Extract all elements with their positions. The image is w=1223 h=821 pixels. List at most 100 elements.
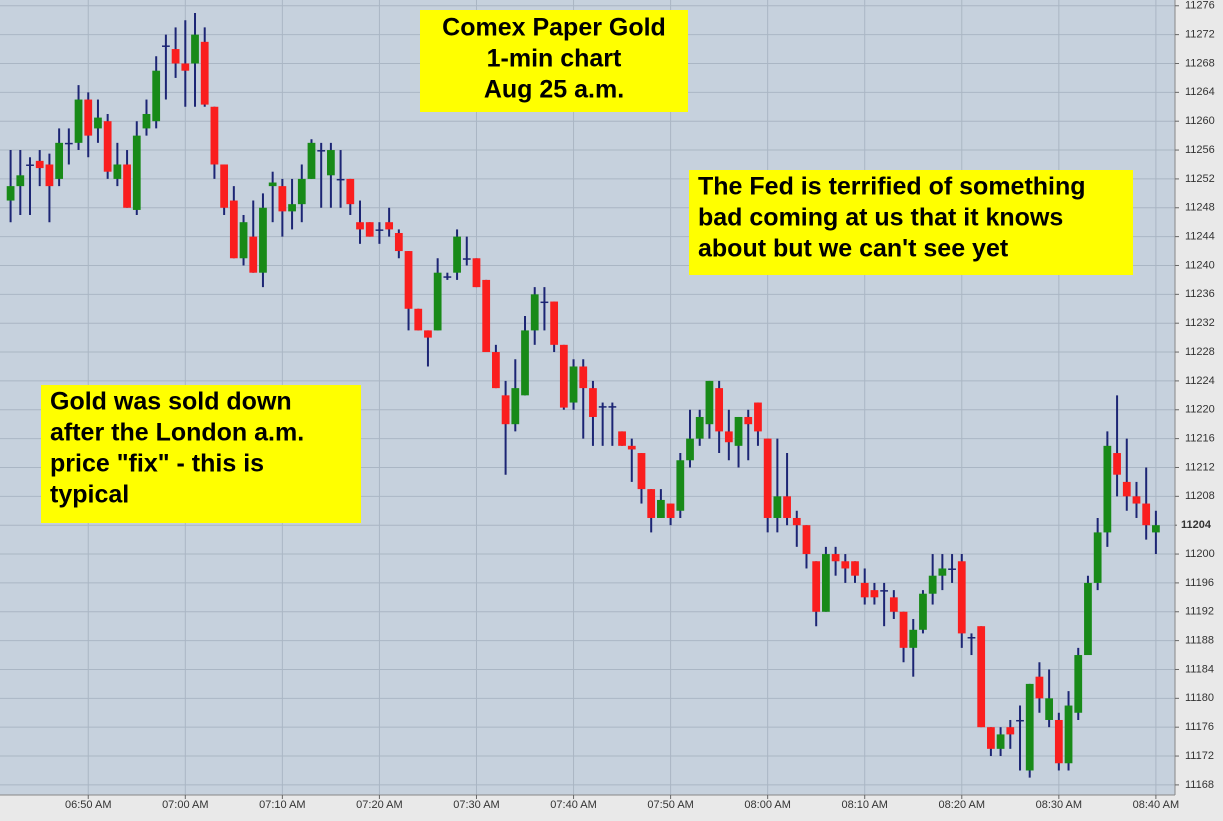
- candle-body: [559, 344, 568, 408]
- last-price-label: 11204: [1181, 519, 1212, 531]
- candle-body: [1122, 481, 1131, 497]
- candle-body: [433, 272, 442, 331]
- x-tick-label: 08:00 AM: [744, 799, 790, 811]
- candle-body: [1103, 445, 1112, 533]
- candle-body: [123, 164, 131, 208]
- y-tick-label: 11272: [1185, 29, 1215, 41]
- y-tick-label: 11256: [1185, 144, 1215, 156]
- candle-body: [909, 629, 918, 648]
- candle-body: [1132, 496, 1141, 504]
- candle-body: [957, 561, 966, 634]
- candle-body: [880, 590, 889, 592]
- candle-body: [647, 489, 656, 518]
- candle-body: [229, 200, 238, 259]
- candle-body: [142, 113, 151, 129]
- candle-body: [899, 611, 908, 648]
- candle-body: [394, 233, 403, 252]
- candle-body: [637, 453, 646, 490]
- y-tick-label: 11260: [1185, 115, 1215, 127]
- candle-body: [424, 330, 432, 338]
- y-tick-label: 11208: [1185, 490, 1215, 502]
- candle-body: [530, 294, 539, 331]
- annotation-text: Gold was sold down: [50, 388, 292, 416]
- candle-body: [666, 503, 675, 518]
- candle-body: [404, 251, 413, 309]
- annotation-box: [41, 385, 361, 523]
- candle-body: [1093, 532, 1102, 583]
- candle-body: [74, 99, 83, 143]
- candle-body: [200, 41, 209, 105]
- annotation-box: [689, 170, 1133, 275]
- x-tick-label: 07:20 AM: [356, 799, 402, 811]
- candle-body: [1016, 719, 1024, 722]
- y-tick-label: 11188: [1185, 635, 1214, 647]
- candle-body: [618, 431, 626, 446]
- annotation-text: after the London a.m.: [50, 419, 304, 447]
- candle-body: [948, 568, 956, 570]
- candle-body: [1084, 582, 1092, 656]
- candle-body: [453, 236, 461, 273]
- candle-body: [210, 106, 219, 165]
- x-tick-label: 08:10 AM: [841, 799, 887, 811]
- candle-body: [64, 142, 73, 145]
- candle-body: [1025, 683, 1034, 771]
- y-tick-label: 11172: [1185, 750, 1214, 762]
- candle-body: [35, 160, 44, 169]
- candle-body: [967, 637, 976, 639]
- y-tick-label: 11196: [1185, 577, 1214, 589]
- candle-body: [822, 554, 830, 612]
- y-tick-label: 11192: [1185, 606, 1214, 618]
- last-price-box: [1177, 517, 1223, 534]
- candle-body: [1006, 727, 1015, 735]
- candle-body: [627, 445, 636, 450]
- candle-body: [268, 182, 277, 187]
- candle-body: [414, 308, 423, 331]
- y-tick-label: 11228: [1185, 346, 1215, 358]
- candle-body: [996, 734, 1005, 749]
- candle-body: [501, 395, 510, 425]
- candle-body: [783, 496, 791, 518]
- y-tick-label: 11264: [1185, 86, 1215, 98]
- candle-body: [802, 525, 811, 555]
- candle-body: [598, 406, 607, 408]
- x-tick-label: 08:20 AM: [939, 799, 985, 811]
- annotation-text: bad coming at us that it knows: [698, 204, 1063, 232]
- candle-body: [889, 597, 898, 612]
- candle-body: [443, 276, 452, 278]
- candle-body: [608, 406, 617, 408]
- candle-body: [103, 121, 112, 172]
- annotation-box: [420, 10, 688, 112]
- candle-body: [987, 727, 995, 749]
- candle-body: [928, 575, 937, 594]
- y-tick-label: 11232: [1185, 317, 1215, 329]
- candle-body: [55, 142, 64, 179]
- y-tick-label: 11216: [1185, 433, 1215, 445]
- candle-body: [540, 301, 549, 304]
- candle-body: [851, 561, 859, 576]
- candle-body: [841, 561, 850, 569]
- candle-body: [482, 279, 491, 353]
- candle-body: [773, 496, 782, 518]
- candle-body: [16, 175, 25, 187]
- x-tick-label: 07:40 AM: [550, 799, 596, 811]
- candle-body: [239, 222, 248, 259]
- x-tick-label: 07:00 AM: [162, 799, 208, 811]
- y-tick-label: 11168: [1185, 779, 1214, 791]
- y-tick-label: 11248: [1185, 202, 1215, 214]
- y-tick-label: 11240: [1185, 259, 1215, 271]
- candle-body: [511, 388, 520, 425]
- candle-body: [375, 229, 384, 231]
- candle-body: [676, 460, 685, 511]
- candle-body: [317, 150, 326, 152]
- candle-body: [1074, 655, 1083, 713]
- annotation-text: 1-min chart: [487, 45, 622, 73]
- candle-body: [472, 258, 481, 288]
- candle-body: [297, 178, 306, 205]
- candle-body: [385, 222, 394, 230]
- candle-body: [860, 582, 869, 598]
- candle-body: [152, 70, 161, 122]
- candle-body: [724, 431, 733, 443]
- candle-body: [220, 164, 229, 208]
- y-tick-label: 11224: [1185, 375, 1215, 387]
- candle-body: [113, 164, 122, 179]
